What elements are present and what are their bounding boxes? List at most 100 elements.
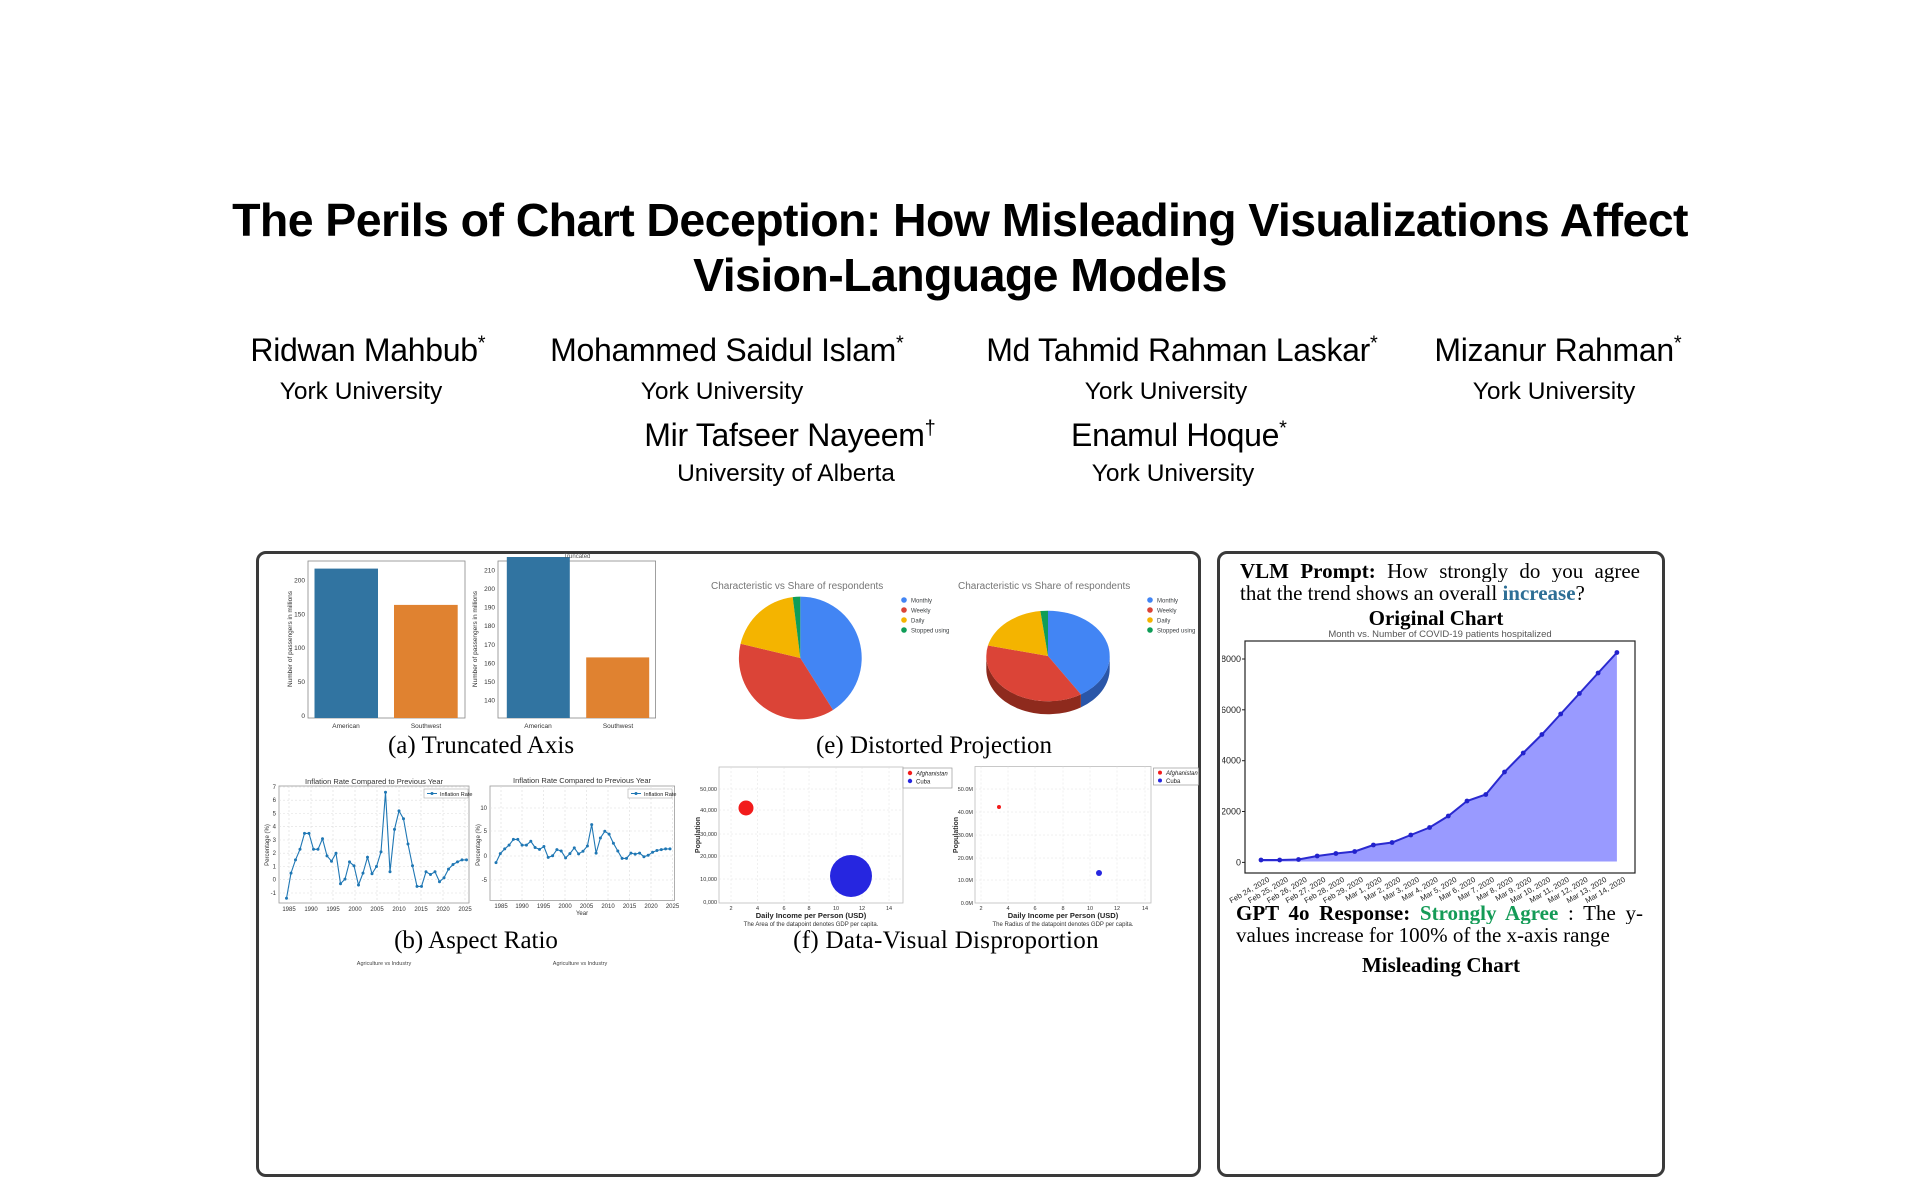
svg-text:160: 160: [484, 660, 495, 667]
svg-text:4: 4: [1006, 906, 1009, 912]
svg-text:Weekly: Weekly: [1157, 609, 1177, 615]
svg-text:8000: 8000: [1222, 654, 1241, 664]
svg-text:Truncated: Truncated: [564, 554, 591, 560]
svg-text:1990: 1990: [304, 907, 318, 913]
svg-text:50,000: 50,000: [700, 787, 717, 793]
svg-text:Population: Population: [695, 817, 702, 853]
svg-text:50: 50: [298, 679, 306, 686]
svg-text:1995: 1995: [537, 904, 551, 910]
svg-text:0,000: 0,000: [703, 900, 717, 906]
svg-text:-5: -5: [482, 878, 488, 884]
svg-text:4: 4: [273, 825, 277, 831]
svg-text:2: 2: [979, 906, 982, 912]
svg-text:Daily Income per Person (USD): Daily Income per Person (USD): [1008, 911, 1119, 920]
svg-text:Population: Population: [953, 817, 960, 853]
svg-text:1: 1: [273, 865, 277, 871]
svg-text:8: 8: [807, 906, 810, 912]
svg-text:6: 6: [782, 906, 785, 912]
svg-text:10.0M: 10.0M: [958, 878, 974, 884]
svg-text:200: 200: [484, 586, 495, 593]
svg-text:1990: 1990: [515, 904, 529, 910]
svg-text:40,000: 40,000: [700, 808, 717, 814]
svg-text:Daily: Daily: [1157, 619, 1170, 625]
svg-text:8: 8: [1061, 906, 1064, 912]
svg-text:Afghanistan: Afghanistan: [1165, 771, 1198, 777]
svg-text:Number of passengers in millio: Number of passengers in millions: [472, 590, 479, 687]
svg-text:Daily Income per Person (USD): Daily Income per Person (USD): [756, 911, 867, 920]
svg-text:Inflation Rate: Inflation Rate: [644, 792, 676, 798]
svg-text:140: 140: [484, 698, 495, 705]
svg-text:1995: 1995: [326, 907, 340, 913]
svg-text:-1: -1: [271, 891, 277, 897]
svg-text:150: 150: [294, 611, 305, 618]
svg-text:2020: 2020: [644, 904, 658, 910]
svg-text:2000: 2000: [1222, 807, 1241, 817]
svg-text:Monthly: Monthly: [1157, 599, 1178, 605]
svg-text:Southwest: Southwest: [603, 723, 634, 730]
svg-text:The Area of the datapoint deno: The Area of the datapoint denotes GDP pe…: [744, 922, 879, 928]
svg-text:0: 0: [273, 878, 277, 884]
svg-text:10: 10: [480, 806, 487, 812]
svg-text:2015: 2015: [414, 907, 428, 913]
svg-text:190: 190: [484, 605, 495, 612]
svg-text:14: 14: [1142, 906, 1148, 912]
svg-text:100: 100: [294, 645, 305, 652]
svg-text:10: 10: [1087, 906, 1093, 912]
svg-text:40.0M: 40.0M: [958, 810, 974, 816]
svg-text:210: 210: [484, 567, 495, 574]
svg-text:2025: 2025: [458, 907, 472, 913]
svg-text:30.0M: 30.0M: [958, 833, 974, 839]
svg-text:Southwest: Southwest: [411, 723, 442, 730]
svg-text:Number of passengers in millio: Number of passengers in millions: [287, 590, 294, 687]
svg-text:4000: 4000: [1222, 756, 1241, 766]
svg-text:The Radius of the datapoint de: The Radius of the datapoint denotes GDP …: [993, 922, 1134, 928]
svg-text:2010: 2010: [392, 907, 406, 913]
svg-text:0: 0: [1236, 858, 1241, 868]
svg-text:50.0M: 50.0M: [958, 787, 974, 793]
svg-text:10,000: 10,000: [700, 877, 717, 883]
svg-text:14: 14: [886, 906, 892, 912]
svg-text:Year: Year: [576, 911, 588, 917]
svg-text:12: 12: [1114, 906, 1120, 912]
svg-text:2010: 2010: [601, 904, 615, 910]
svg-text:Characteristic vs Share of res: Characteristic vs Share of respondents: [711, 581, 883, 592]
svg-text:2015: 2015: [623, 904, 637, 910]
svg-text:2000: 2000: [558, 904, 572, 910]
svg-text:10: 10: [833, 906, 839, 912]
svg-text:Monthly: Monthly: [911, 599, 932, 605]
svg-text:2: 2: [729, 906, 732, 912]
svg-text:6000: 6000: [1222, 705, 1241, 715]
svg-text:2020: 2020: [436, 907, 450, 913]
svg-text:Weekly: Weekly: [911, 609, 931, 615]
svg-text:2005: 2005: [580, 904, 594, 910]
svg-text:12: 12: [859, 906, 865, 912]
svg-text:20.0M: 20.0M: [958, 856, 974, 862]
svg-text:5: 5: [273, 812, 277, 818]
svg-text:30,000: 30,000: [700, 832, 717, 838]
svg-text:2025: 2025: [666, 904, 680, 910]
svg-text:2: 2: [273, 851, 277, 857]
svg-text:Cuba: Cuba: [1166, 779, 1181, 785]
svg-text:2000: 2000: [348, 907, 362, 913]
svg-text:170: 170: [484, 642, 495, 649]
svg-text:200: 200: [294, 578, 305, 585]
svg-text:American: American: [524, 723, 552, 730]
svg-text:1985: 1985: [494, 904, 508, 910]
svg-text:150: 150: [484, 679, 495, 686]
svg-text:Stopped using: Stopped using: [1157, 629, 1195, 635]
svg-text:Percentage (%): Percentage (%): [265, 824, 271, 866]
svg-text:180: 180: [484, 623, 495, 630]
svg-text:Stopped using: Stopped using: [911, 629, 949, 635]
svg-text:0.0M: 0.0M: [961, 901, 974, 907]
svg-text:0: 0: [301, 713, 305, 720]
svg-text:American: American: [332, 723, 360, 730]
svg-text:Afghanistan: Afghanistan: [915, 772, 948, 778]
svg-text:0: 0: [484, 854, 488, 860]
svg-text:6: 6: [273, 798, 277, 804]
svg-text:Characteristic vs Share of res: Characteristic vs Share of respondents: [958, 581, 1130, 592]
svg-text:7: 7: [273, 785, 277, 791]
svg-text:5: 5: [484, 829, 488, 835]
svg-text:Inflation Rate Compared to Pre: Inflation Rate Compared to Previous Year: [305, 777, 444, 786]
svg-text:20,000: 20,000: [700, 854, 717, 860]
svg-text:Inflation Rate Compared to Pre: Inflation Rate Compared to Previous Year: [513, 776, 652, 785]
